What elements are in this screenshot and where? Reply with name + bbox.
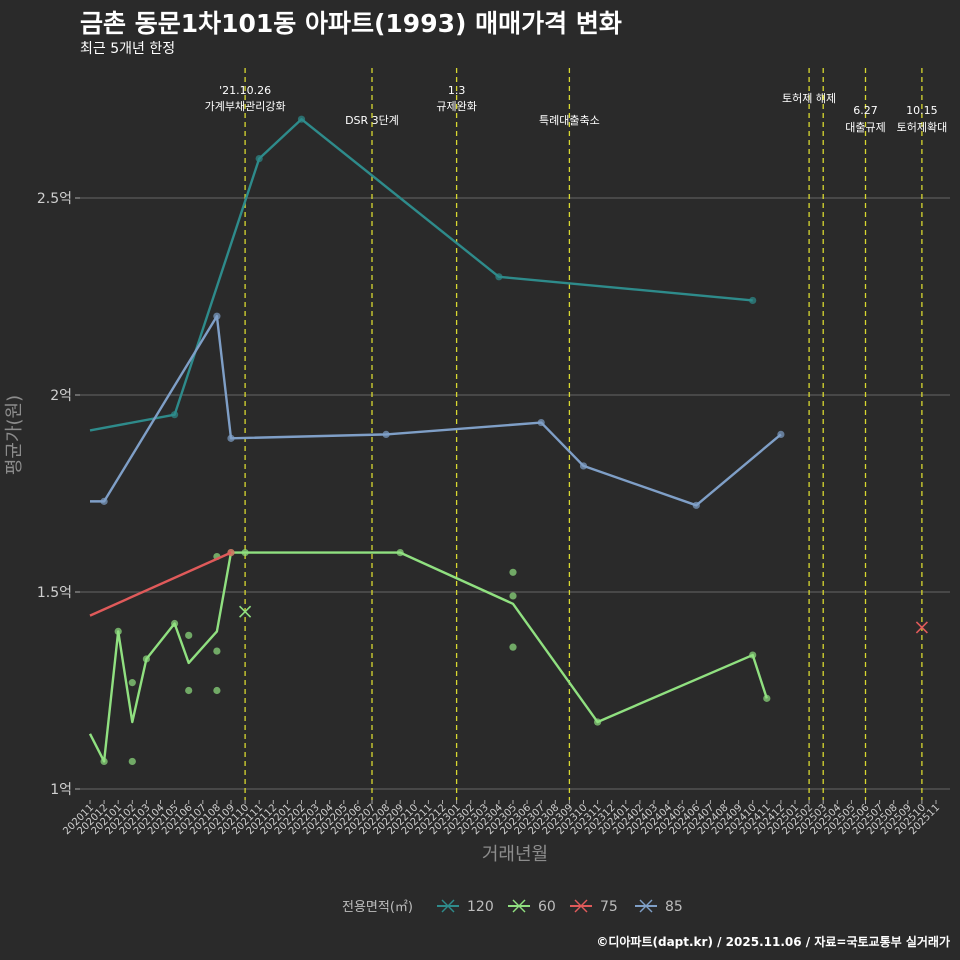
series-120 (89, 115, 757, 432)
data-point (171, 411, 179, 419)
event-label: 6.27 (853, 104, 878, 117)
event-label: DSR 3단계 (345, 114, 399, 127)
data-point (100, 497, 108, 505)
data-point (692, 501, 700, 509)
data-point (241, 549, 249, 557)
data-point (142, 655, 150, 663)
data-point (509, 568, 517, 576)
y-tick-label: 2.5억 (37, 191, 72, 207)
cross-point (239, 605, 252, 618)
legend-label: 60 (538, 899, 556, 915)
y-tick-label: 1억 (50, 782, 72, 798)
event-label: 1.3 (448, 84, 466, 97)
x-axis-ticks: 2020112020122021012021022021032021042021… (61, 800, 942, 837)
series-75 (89, 549, 928, 634)
chart-subtitle: 최근 5개년 한정 (80, 41, 176, 57)
y-tick-label: 1.5억 (37, 585, 72, 601)
event-label: 특례대출축소 (539, 114, 600, 127)
series-line (90, 315, 782, 507)
data-point (297, 115, 306, 123)
data-point (185, 631, 193, 639)
event-label: 10.15 (906, 104, 938, 117)
source-credit: ©디아파트(dapt.kr) / 2025.11.06 / 자료=국토교통부 실… (596, 935, 950, 949)
data-point (537, 418, 545, 427)
series-85 (90, 312, 785, 509)
legend-key-cross (639, 899, 653, 913)
data-point (100, 757, 108, 766)
data-point (396, 549, 404, 557)
data-point (777, 430, 785, 438)
event-label: 규제완화 (436, 100, 476, 113)
data-point (763, 694, 771, 702)
data-point (227, 549, 235, 557)
data-point (213, 647, 221, 655)
data-point (382, 430, 390, 438)
y-axis-ticks: 1억 1.5억 2억 2.5억 (37, 191, 80, 798)
series-line (89, 551, 232, 617)
series-line (89, 117, 753, 432)
event-label: 대출규제 (845, 121, 885, 134)
cross-point (915, 621, 928, 634)
data-point (185, 686, 193, 695)
data-point (213, 686, 221, 695)
y-tick-label: 2억 (50, 388, 72, 404)
y-axis-title: 평균가(원) (4, 395, 25, 475)
series-line (88, 551, 768, 763)
series-group (88, 115, 928, 766)
data-point (227, 434, 235, 442)
data-point (509, 643, 517, 651)
data-point (114, 627, 122, 636)
data-point (509, 592, 517, 600)
legend-key-cross (512, 899, 526, 913)
legend-label: 120 (467, 899, 494, 915)
data-point (495, 273, 503, 281)
legend-key-cross (441, 899, 455, 913)
event-label: 토허제 해제 (782, 91, 836, 105)
chart-title: 금촌 동문1차101동 아파트(1993) 매매가격 변화 (80, 9, 622, 38)
data-point (128, 679, 136, 687)
legend-title: 전용면적(㎡) (342, 900, 413, 915)
data-point (579, 462, 588, 470)
event-label: '21.10.26 (219, 84, 271, 97)
series-60 (88, 549, 771, 766)
data-point (594, 718, 602, 726)
legend-label: 75 (600, 899, 618, 915)
legend-label: 85 (665, 899, 683, 915)
event-label: 가계부채관리강화 (205, 100, 286, 113)
legend: 전용면적(㎡) 120 60 75 85 (342, 899, 683, 915)
data-point (171, 619, 179, 628)
event-label: 토허제확대 (897, 121, 948, 134)
data-point (128, 757, 136, 766)
data-point (749, 296, 757, 305)
x-axis-title: 거래년월 (482, 844, 548, 865)
gridlines (80, 197, 950, 790)
data-point (213, 312, 221, 320)
data-point (749, 651, 757, 659)
legend-key-cross (574, 899, 588, 913)
data-point (255, 155, 263, 163)
